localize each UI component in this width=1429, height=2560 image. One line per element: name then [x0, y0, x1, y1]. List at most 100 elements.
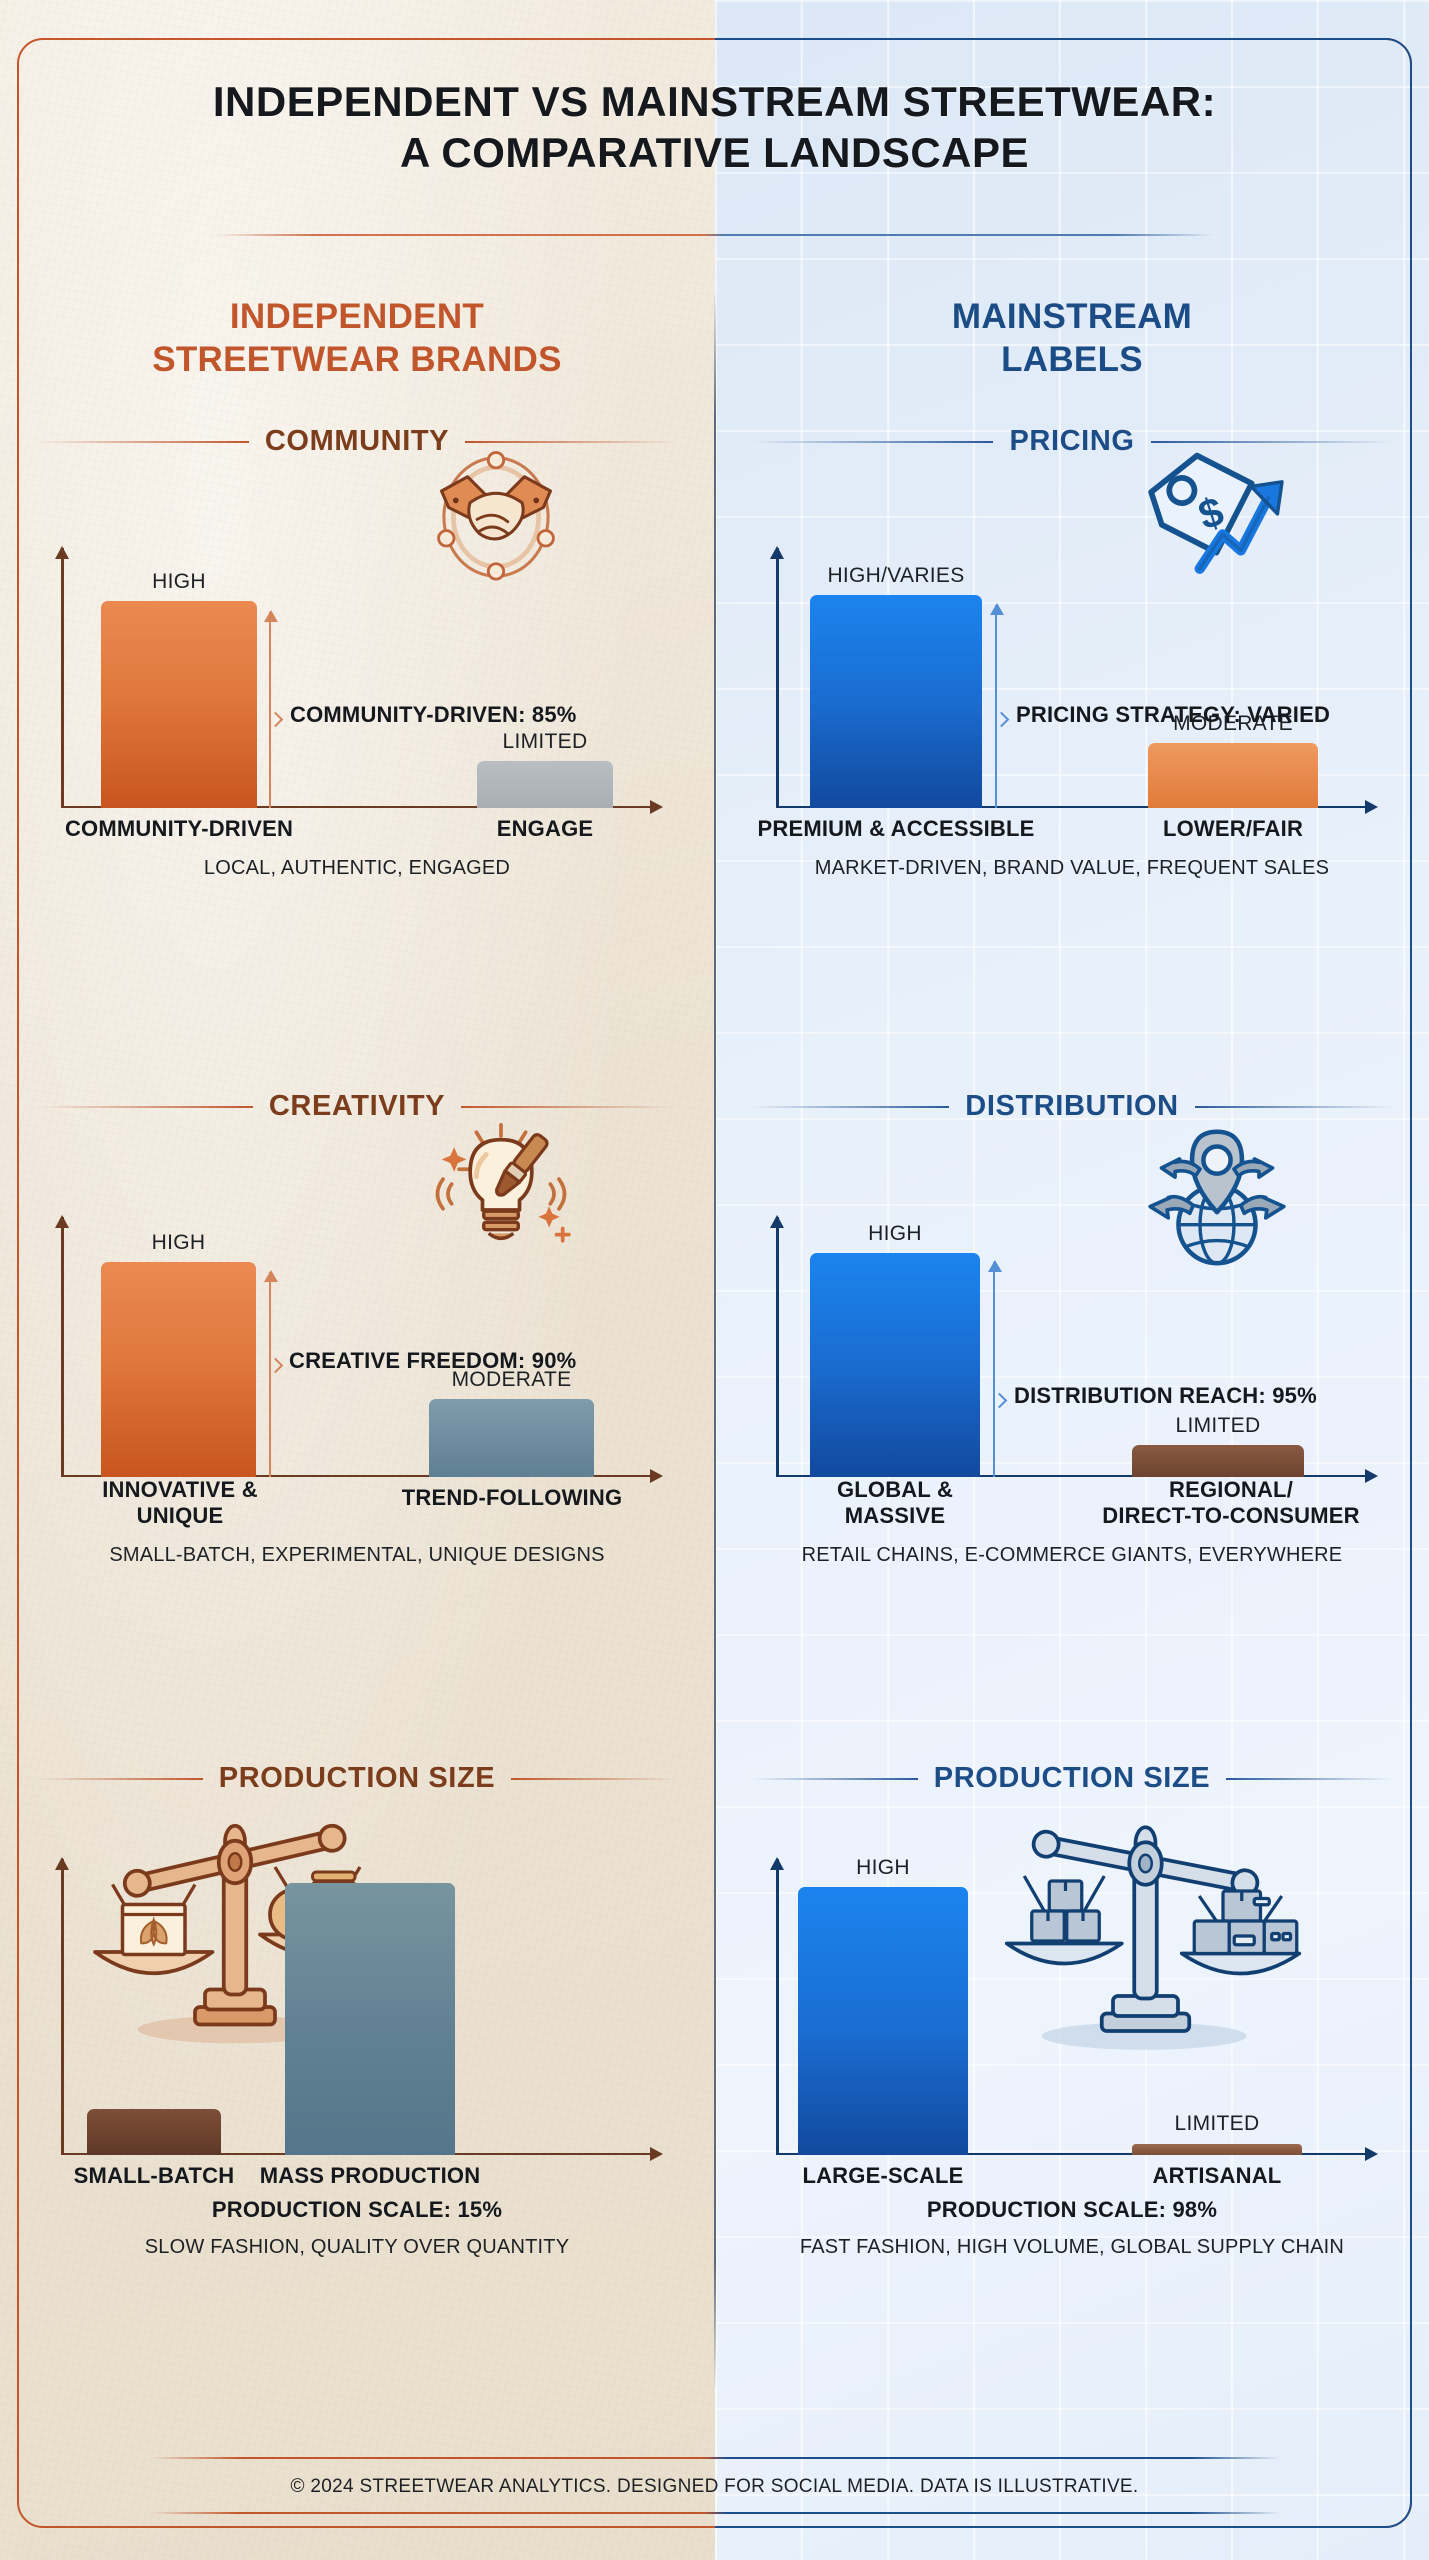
x-axis-arrow	[1365, 799, 1378, 814]
caption-creativity: SMALL-BATCH, EXPERIMENTAL, UNIQUE DESIGN…	[109, 1544, 605, 1566]
caption-production-mainstream: FAST FASHION, HIGH VOLUME, GLOBAL SUPPLY…	[799, 2236, 1345, 2258]
chart-community: HIGH COMMUNITY-DRIVEN LIMITED ENGAGE COM…	[37, 451, 677, 879]
bar-regional-dtc	[1132, 1445, 1304, 1477]
marker-arrow	[989, 603, 1004, 615]
section-rule-left	[752, 440, 994, 443]
handshake-icon	[425, 446, 567, 588]
x-axis	[776, 799, 1378, 814]
title-divider	[214, 234, 1214, 236]
bar-engage	[477, 761, 613, 808]
bar-artisanal	[1132, 2144, 1302, 2155]
independent-column: INDEPENDENT STREETWEAR BRANDS COMMUNITY	[0, 0, 714, 2560]
section-rule-right	[1150, 440, 1393, 443]
bar-label-limited: LIMITED	[502, 730, 588, 753]
footer-credit: © 2024 STREETWEAR ANALYTICS. DESIGNED FO…	[290, 2476, 1139, 2497]
callout-distribution-reach: DISTRIBUTION REACH: 95%	[1014, 1383, 1317, 1408]
bar-label-high: HIGH	[151, 1231, 206, 1254]
bar-lower-fair	[1148, 743, 1318, 808]
price-tag-arrow-icon: $	[1138, 440, 1298, 590]
bar-label-high: HIGH	[856, 1856, 910, 1879]
y-axis	[55, 1215, 69, 1477]
chart-production-mainstream: HIGH LARGE-SCALE LIMITED ARTISANAL PRODU…	[752, 1825, 1392, 2258]
independent-title-line1: INDEPENDENT	[229, 297, 485, 336]
y-axis-arrow	[55, 546, 69, 559]
category-regional-dtc: REGIONAL/ DIRECT-TO-CONSUMER	[1102, 1477, 1360, 1529]
bar-label-limited: LIMITED	[1174, 2112, 1260, 2135]
footer-divider-top	[150, 2457, 1280, 2459]
chart-creativity: HIGH INNOVATIVE & UNIQUE MODERATE TREND-…	[37, 1123, 677, 1566]
category-lower-fair: LOWER/FAIR	[1162, 816, 1304, 842]
category-large-scale: LARGE-SCALE	[802, 2163, 964, 2189]
independent-column-title: INDEPENDENT STREETWEAR BRANDS	[0, 296, 714, 381]
distribution-marker-line	[987, 1260, 1002, 1477]
caption-community: LOCAL, AUTHENTIC, ENGAGED	[203, 857, 511, 879]
center-divider	[714, 290, 716, 2390]
category-global-massive: GLOBAL & MASSIVE	[836, 1477, 954, 1529]
category-community-driven: COMMUNITY-DRIVEN	[64, 816, 294, 842]
bar-small-batch	[87, 2109, 221, 2155]
section-rule-right	[1194, 1105, 1393, 1108]
category-artisanal: ARTISANAL	[1152, 2163, 1282, 2189]
footer-divider-bottom	[150, 2512, 1280, 2514]
bar-global-massive	[810, 1253, 980, 1477]
pricing-marker-line	[989, 603, 1004, 808]
bar-label-moderate: MODERATE	[451, 1368, 572, 1391]
caption-production-independent: SLOW FASHION, QUALITY OVER QUANTITY	[144, 2236, 570, 2258]
page-title: INDEPENDENT VS MAINSTREAM STREETWEAR: A …	[0, 76, 1429, 178]
callout-production-scale-mainstream: PRODUCTION SCALE: 98%	[926, 2197, 1218, 2222]
section-pricing-title: PRICING	[1009, 425, 1135, 457]
section-rule-left	[752, 1105, 950, 1108]
balance-scale-boxes-icon	[988, 1801, 1318, 2051]
y-axis-arrow	[770, 546, 784, 559]
x-axis	[61, 1468, 663, 1483]
section-creativity: CREATIVITY	[0, 1090, 714, 1566]
callout-production-scale-independent: PRODUCTION SCALE: 15%	[211, 2197, 503, 2222]
category-innovative-unique: INNOVATIVE & UNIQUE	[102, 1477, 258, 1529]
marker-arrow	[263, 610, 278, 622]
lightbulb-brush-icon	[427, 1115, 575, 1263]
bar-innovative-unique	[101, 1262, 256, 1477]
chart-pricing: $ HIGH/VARIES PREMIUM & ACCESSIBLE MODER…	[752, 452, 1392, 879]
callout-community-driven: COMMUNITY-DRIVEN: 85%	[290, 702, 577, 727]
y-axis-arrow	[770, 1857, 784, 1870]
x-axis	[776, 1468, 1378, 1483]
category-premium-accessible: PREMIUM & ACCESSIBLE	[757, 816, 1035, 842]
section-distribution-header: DISTRIBUTION	[752, 1090, 1393, 1123]
bar-label-high-varies: HIGH/VARIES	[827, 564, 965, 587]
community-marker-line	[263, 610, 278, 808]
y-axis-arrow	[55, 1857, 69, 1870]
mainstream-title-line1: MAINSTREAM	[951, 297, 1193, 336]
section-distribution-title: DISTRIBUTION	[965, 1090, 1179, 1122]
x-axis-arrow	[1365, 2146, 1378, 2161]
bar-label-limited: LIMITED	[1175, 1414, 1261, 1437]
section-rule-left	[37, 440, 249, 443]
callout-creative-freedom: CREATIVE FREEDOM: 90%	[289, 1348, 577, 1373]
section-creativity-title: CREATIVITY	[268, 1090, 446, 1122]
x-axis-arrow	[650, 799, 663, 814]
bar-label-high: HIGH	[152, 570, 206, 593]
y-axis-arrow	[770, 1215, 784, 1228]
section-rule-right	[511, 1777, 677, 1780]
section-community: COMMUNITY	[0, 425, 714, 879]
x-axis	[776, 2146, 1378, 2161]
callout-pricing-strategy: PRICING STRATEGY: VARIED	[1016, 702, 1331, 727]
marker-arrow	[987, 1260, 1002, 1272]
y-axis	[55, 546, 69, 808]
caption-distribution: RETAIL CHAINS, E-COMMERCE GIANTS, EVERYW…	[801, 1544, 1343, 1566]
section-pricing-header: PRICING	[752, 425, 1393, 458]
section-creativity-header: CREATIVITY	[37, 1090, 677, 1123]
x-axis-arrow	[650, 1468, 663, 1483]
y-axis	[770, 546, 784, 808]
chart-distribution: HIGH GLOBAL & MASSIVE LIMITED REGIONAL/ …	[752, 1129, 1392, 1566]
category-mass-production: MASS PRODUCTION	[259, 2163, 481, 2189]
section-production-independent: PRODUCTION SIZE	[0, 1762, 714, 2258]
section-production-header: PRODUCTION SIZE	[752, 1762, 1392, 1795]
bar-premium-accessible	[810, 595, 982, 808]
caption-pricing: MARKET-DRIVEN, BRAND VALUE, FREQUENT SAL…	[814, 857, 1330, 879]
section-rule-left	[37, 1105, 253, 1108]
bar-trend-following	[429, 1399, 594, 1477]
section-production-mainstream: PRODUCTION SIZE	[715, 1762, 1429, 2258]
section-rule-right	[461, 1105, 677, 1108]
x-axis-arrow	[1365, 1468, 1378, 1483]
independent-title-line2: STREETWEAR BRANDS	[152, 339, 562, 379]
